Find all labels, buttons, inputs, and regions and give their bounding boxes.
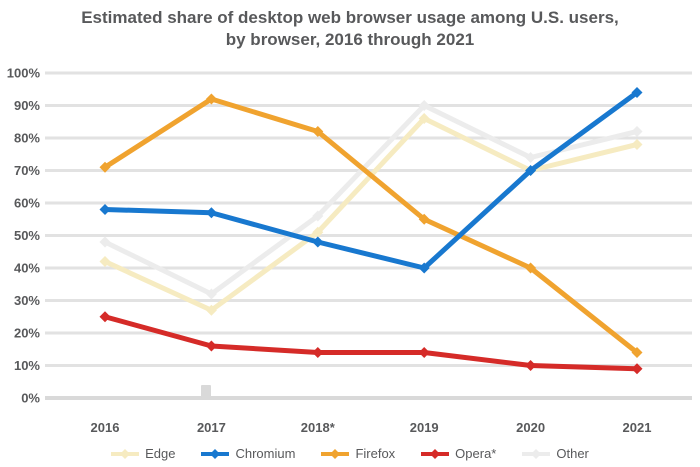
data-point-marker (205, 288, 217, 300)
legend-item-opera: Opera* (421, 446, 496, 461)
data-point-marker (312, 126, 324, 137)
y-axis-label: 90% (14, 98, 40, 113)
data-point-marker (99, 161, 111, 173)
series-line-opera (102, 314, 640, 372)
legend-item-chromium: Chromium (201, 446, 295, 461)
data-point-marker (205, 207, 217, 219)
y-axis-label: 80% (14, 131, 40, 146)
data-point-marker (99, 204, 111, 215)
y-axis-label: 0% (21, 391, 40, 406)
y-axis-label: 50% (14, 228, 40, 243)
data-point-marker (525, 165, 537, 176)
y-axis-label: 30% (14, 293, 40, 308)
data-point-marker (631, 363, 643, 375)
data-point-marker (631, 126, 643, 137)
x-axis-label: 2020 (516, 420, 545, 435)
legend-item-edge: Edge (111, 446, 175, 461)
chart-title: Estimated share of desktop web browser u… (0, 7, 700, 51)
series-line-other (102, 103, 640, 297)
plot-area: 100% 90% 80% 70% 60% 50% 40% 30% 20% 10% 0% 2016 201… (7, 66, 692, 435)
legend-label: Edge (145, 446, 176, 461)
data-point-marker (631, 347, 643, 358)
series-line-chromium (102, 90, 640, 271)
data-point-marker (418, 347, 430, 358)
data-point-marker (418, 113, 430, 124)
x-axis-label: 2021 (623, 420, 652, 435)
data-point-marker (312, 210, 324, 222)
legend-line-marker-icon (522, 448, 551, 459)
data-point-marker (631, 139, 643, 150)
data-point-marker (205, 93, 217, 105)
data-point-marker (205, 304, 217, 316)
y-axis-label: 10% (14, 358, 40, 373)
legend-item-firefox: Firefox (321, 446, 395, 461)
legend-line-marker-icon (111, 448, 140, 459)
legend-line-marker-icon (421, 448, 450, 459)
data-point-marker (99, 256, 111, 267)
legend-label: Firefox (355, 446, 396, 461)
data-point-marker (312, 347, 324, 358)
data-point-marker (312, 236, 324, 248)
x-axis-label: 2017 (197, 420, 226, 435)
data-point-marker (418, 100, 430, 111)
data-point-marker (525, 152, 537, 163)
y-axis-label: 40% (14, 261, 40, 276)
chart-title-line2: by browser, 2016 through 2021 (225, 30, 475, 49)
y-axis-label: 60% (14, 196, 40, 211)
data-point-marker (525, 262, 537, 274)
x-axis-label: 2018* (301, 420, 336, 435)
data-point-marker (418, 262, 430, 274)
legend-line-marker-icon (201, 448, 230, 459)
legend-label: Chromium (235, 446, 296, 461)
legend: Edge Chromium Firefox Opera* Other (0, 446, 700, 461)
legend-label: Other (556, 446, 589, 461)
y-axis-label: 100% (7, 66, 41, 81)
data-point-marker (99, 311, 111, 323)
x-axis-label: 2016 (91, 420, 120, 435)
data-point-marker (418, 213, 430, 225)
data-point-marker (99, 236, 111, 248)
data-point-marker (205, 340, 217, 352)
chart-title-line1: Estimated share of desktop web browser u… (81, 8, 619, 27)
data-point-marker (312, 226, 324, 238)
y-axis-label: 20% (14, 326, 40, 341)
legend-item-other: Other (522, 446, 589, 461)
series-line-firefox (102, 96, 640, 355)
legend-label: Opera* (455, 446, 497, 461)
x-axis-label: 2019 (410, 420, 439, 435)
legend-line-marker-icon (321, 448, 350, 459)
data-point-marker (631, 87, 643, 98)
data-point-marker (525, 360, 537, 371)
y-axis-label: 70% (14, 163, 40, 178)
axis-footnote-mark (201, 385, 211, 398)
